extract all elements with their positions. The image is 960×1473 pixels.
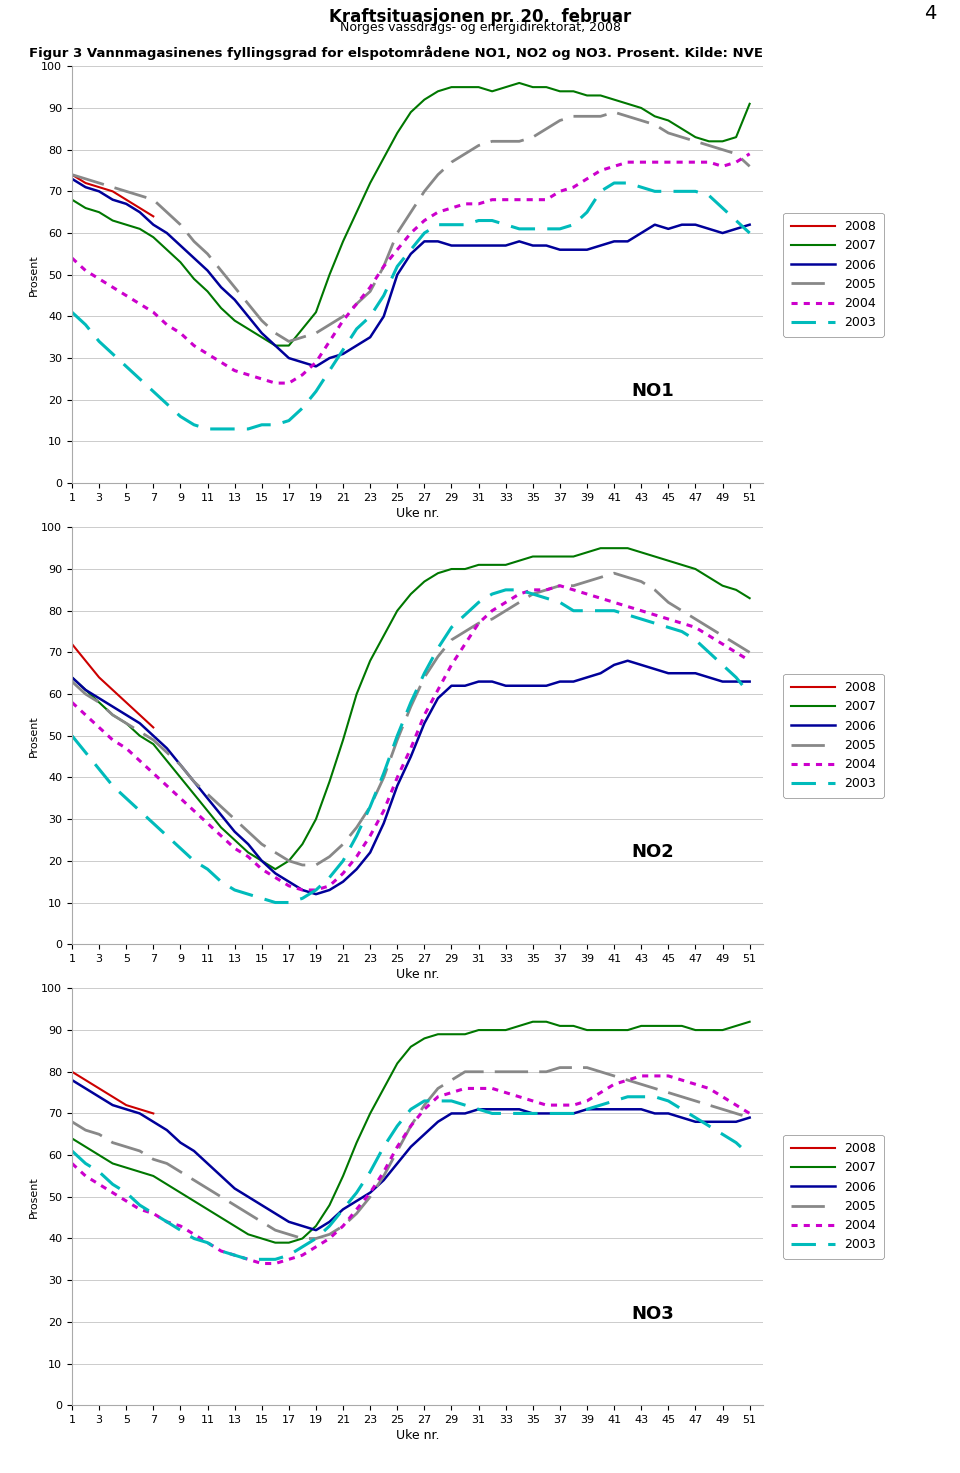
X-axis label: Uke nr.: Uke nr. <box>396 507 440 520</box>
Text: NO1: NO1 <box>632 383 674 401</box>
Text: Kraftsituasjonen pr. 20.  februar: Kraftsituasjonen pr. 20. februar <box>329 9 631 27</box>
Text: Figur 3 Vannmagasinenes fyllingsgrad for elspotområdene NO1, NO2 og NO3. Prosent: Figur 3 Vannmagasinenes fyllingsgrad for… <box>29 46 763 60</box>
Text: NO2: NO2 <box>632 844 674 862</box>
Text: 4: 4 <box>924 4 936 24</box>
Legend: 2008, 2007, 2006, 2005, 2004, 2003: 2008, 2007, 2006, 2005, 2004, 2003 <box>783 212 884 337</box>
Text: NO3: NO3 <box>632 1305 674 1323</box>
Y-axis label: Prosent: Prosent <box>29 253 38 296</box>
X-axis label: Uke nr.: Uke nr. <box>396 1429 440 1442</box>
Legend: 2008, 2007, 2006, 2005, 2004, 2003: 2008, 2007, 2006, 2005, 2004, 2003 <box>783 1134 884 1259</box>
Legend: 2008, 2007, 2006, 2005, 2004, 2003: 2008, 2007, 2006, 2005, 2004, 2003 <box>783 673 884 798</box>
Y-axis label: Prosent: Prosent <box>29 714 38 757</box>
X-axis label: Uke nr.: Uke nr. <box>396 968 440 981</box>
Text: Norges vassdrags- og energidirektorat, 2008: Norges vassdrags- og energidirektorat, 2… <box>340 22 620 34</box>
Y-axis label: Prosent: Prosent <box>29 1175 38 1218</box>
